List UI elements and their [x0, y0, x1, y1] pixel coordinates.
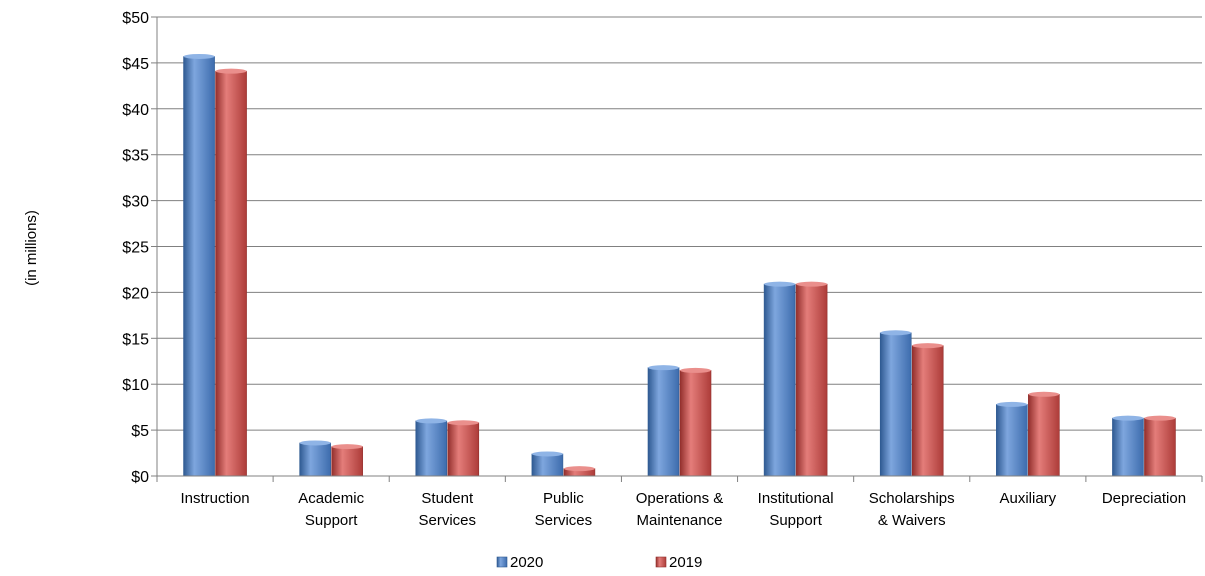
x-tick-label: & Waivers	[878, 512, 946, 529]
x-tick-label: Scholarships	[869, 490, 955, 507]
y-tick-label: $0	[131, 469, 149, 486]
x-tick-label: Depreciation	[1102, 490, 1186, 507]
legend-label: 2019	[669, 554, 702, 571]
y-tick-label: $25	[122, 240, 149, 257]
y-axis-label: (in millions)	[23, 210, 40, 286]
x-tick-label: Academic	[298, 490, 364, 507]
bar-2019	[1028, 391, 1060, 477]
bar-2020	[763, 281, 796, 477]
bar-2020	[647, 365, 680, 477]
bars	[183, 53, 1176, 477]
y-tick-label: $30	[122, 194, 149, 211]
bar-2019	[215, 68, 247, 477]
bar-2019	[331, 444, 363, 477]
bar-2019	[795, 281, 828, 477]
bar-2019	[1144, 415, 1176, 477]
x-tick-label: Services	[535, 512, 593, 529]
x-tick-label: Instruction	[180, 490, 249, 507]
y-tick-label: $35	[122, 148, 149, 165]
bar-2019	[679, 367, 712, 477]
bar-2020	[531, 451, 564, 477]
x-axis-labels: Instruction Academic Support Student Service…	[156, 476, 1203, 529]
bar-2020	[299, 440, 331, 477]
bar-2020	[879, 330, 912, 477]
axes	[156, 17, 1202, 477]
x-tick-label: Maintenance	[637, 512, 723, 529]
x-tick-label: Student	[421, 490, 474, 507]
y-tick-label: $40	[122, 102, 149, 119]
y-tick-label: $5	[131, 423, 149, 440]
y-tick-label: $45	[122, 56, 149, 73]
bar-2020	[1112, 415, 1144, 477]
x-tick-label: Public	[543, 490, 584, 507]
y-tick-label: $10	[122, 377, 149, 394]
bar-2019	[911, 343, 944, 477]
bar-2019	[563, 466, 596, 477]
y-axis-ticks: $0 $5 $10 $15 $20 $25 $30 $35 $40 $45 $50	[122, 10, 157, 486]
legend-label: 2020	[510, 554, 543, 571]
y-tick-label: $50	[122, 10, 149, 27]
x-tick-label: Support	[305, 512, 358, 529]
x-tick-label: Support	[769, 512, 822, 529]
bar-2020	[183, 53, 215, 477]
legend-swatch	[655, 556, 667, 568]
y-tick-label: $20	[122, 285, 149, 302]
legend-item-2020: 2020	[496, 554, 543, 571]
x-tick-label: Services	[419, 512, 477, 529]
x-tick-label: Operations &	[636, 490, 724, 507]
legend-swatch	[496, 556, 508, 568]
gridlines	[157, 16, 1202, 431]
bar-2019	[447, 420, 480, 477]
bar-2020	[415, 418, 448, 477]
legend-item-2019: 2019	[655, 554, 702, 571]
bar-2020	[996, 401, 1028, 477]
legend: 2020 2019	[496, 554, 702, 571]
x-tick-label: Institutional	[758, 490, 834, 507]
x-tick-label: Auxiliary	[999, 490, 1056, 507]
y-tick-label: $15	[122, 331, 149, 348]
